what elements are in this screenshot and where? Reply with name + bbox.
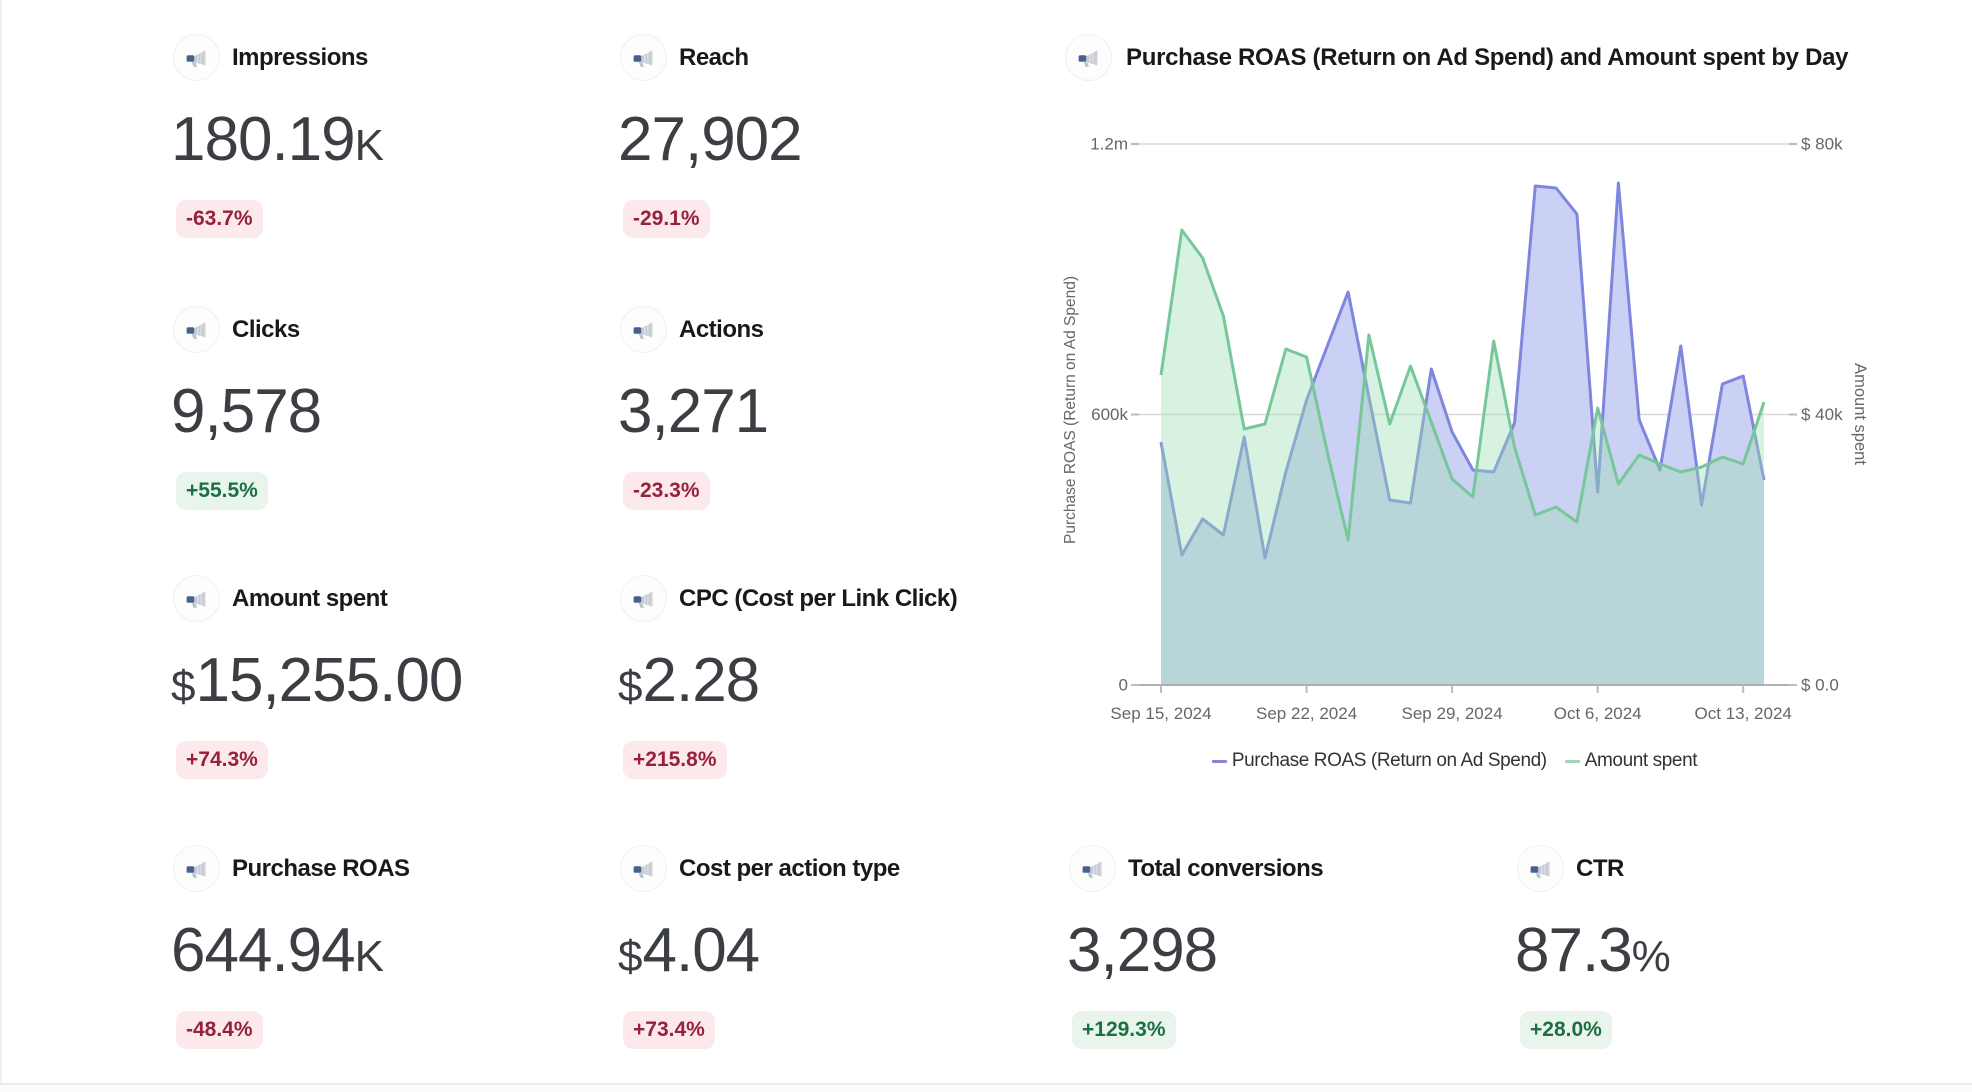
svg-text:Sep 22, 2024: Sep 22, 2024 [1256, 704, 1357, 723]
svg-text:$ 40k: $ 40k [1801, 405, 1843, 424]
svg-text:0: 0 [1119, 676, 1128, 695]
svg-text:1.2m: 1.2m [1090, 135, 1128, 154]
svg-text:Purchase ROAS (Return on Ad Sp: Purchase ROAS (Return on Ad Spend) [1062, 276, 1079, 544]
svg-text:Oct 13, 2024: Oct 13, 2024 [1695, 704, 1792, 723]
svg-text:Sep 15, 2024: Sep 15, 2024 [1110, 704, 1211, 723]
svg-text:600k: 600k [1091, 405, 1128, 424]
svg-text:$ 0.0: $ 0.0 [1801, 676, 1839, 695]
svg-text:Sep 29, 2024: Sep 29, 2024 [1402, 704, 1503, 723]
svg-text:Amount spent: Amount spent [1851, 363, 1869, 465]
svg-text:Oct 6, 2024: Oct 6, 2024 [1554, 704, 1642, 723]
svg-text:$ 80k: $ 80k [1801, 135, 1843, 154]
